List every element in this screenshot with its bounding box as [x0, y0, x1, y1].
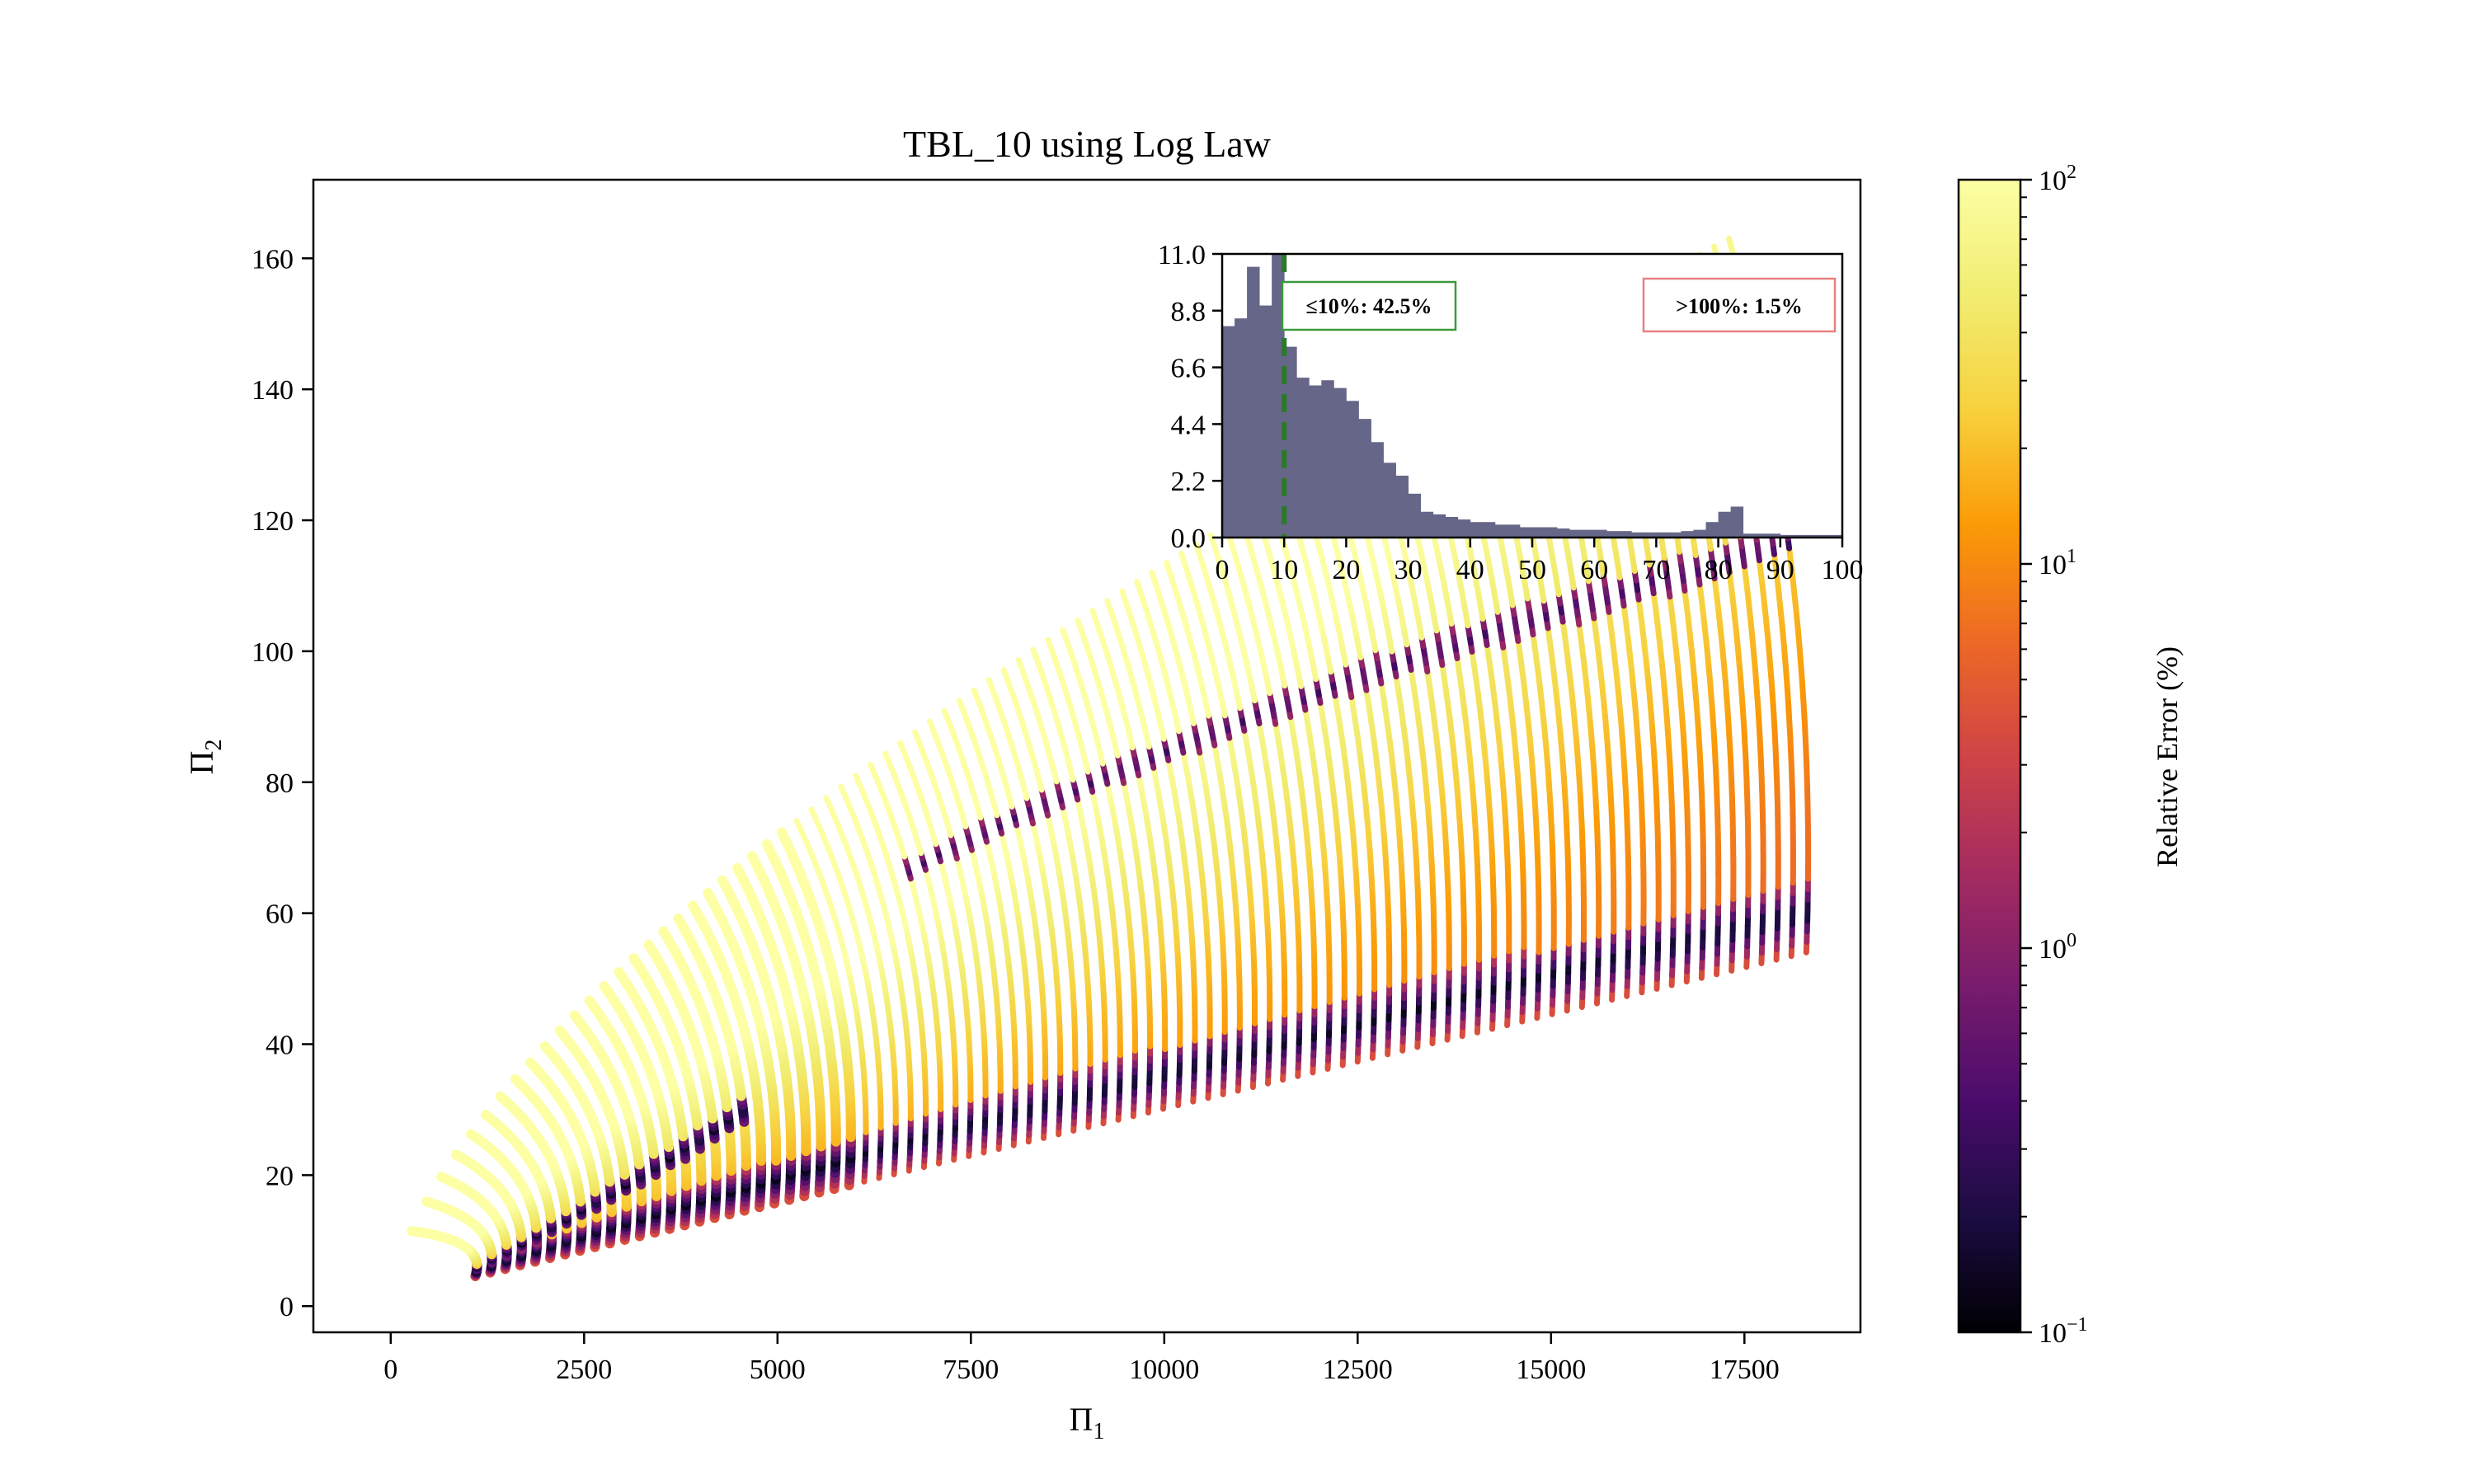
arc-segment	[1015, 656, 1024, 669]
arc-segment	[1089, 608, 1098, 621]
arc-segment	[897, 740, 905, 752]
arc-segment	[1726, 236, 1735, 251]
arc-segment	[1119, 588, 1128, 602]
arc-segment	[971, 687, 980, 700]
arc-segment	[703, 888, 715, 902]
arc-segment	[941, 707, 950, 720]
arc-segment	[838, 783, 846, 795]
arc-segment	[1134, 579, 1143, 592]
arc-segment	[1178, 550, 1187, 564]
arc-segment	[808, 806, 817, 817]
arc-segment	[762, 838, 774, 854]
arc-segment	[1060, 627, 1069, 640]
arc-segment	[1000, 667, 1009, 679]
arc-segment	[1104, 598, 1113, 611]
arc-segment	[732, 863, 745, 878]
arc-segment	[985, 677, 995, 689]
arc-segment	[926, 718, 935, 730]
arc-segment	[1030, 646, 1039, 660]
arc-segment	[1207, 532, 1216, 546]
arc-segment	[823, 795, 831, 806]
arc-segment	[1075, 617, 1084, 630]
arc-segment	[912, 729, 920, 741]
arc-segment	[956, 697, 965, 710]
arc-segment	[1149, 569, 1157, 583]
arc-segment	[717, 875, 730, 890]
arc-segment	[882, 750, 891, 763]
arc-segment	[793, 818, 802, 829]
arc-segment	[1192, 541, 1202, 555]
arc-segment	[1164, 560, 1172, 573]
arc-segment	[1045, 636, 1054, 650]
arc-segment	[853, 773, 861, 784]
arc-segment	[868, 761, 876, 773]
arc-segment	[747, 851, 760, 866]
arc-segment	[688, 900, 700, 915]
chart-title: TBL_10 using Log Law	[903, 123, 1272, 165]
arc-segment	[776, 827, 789, 843]
